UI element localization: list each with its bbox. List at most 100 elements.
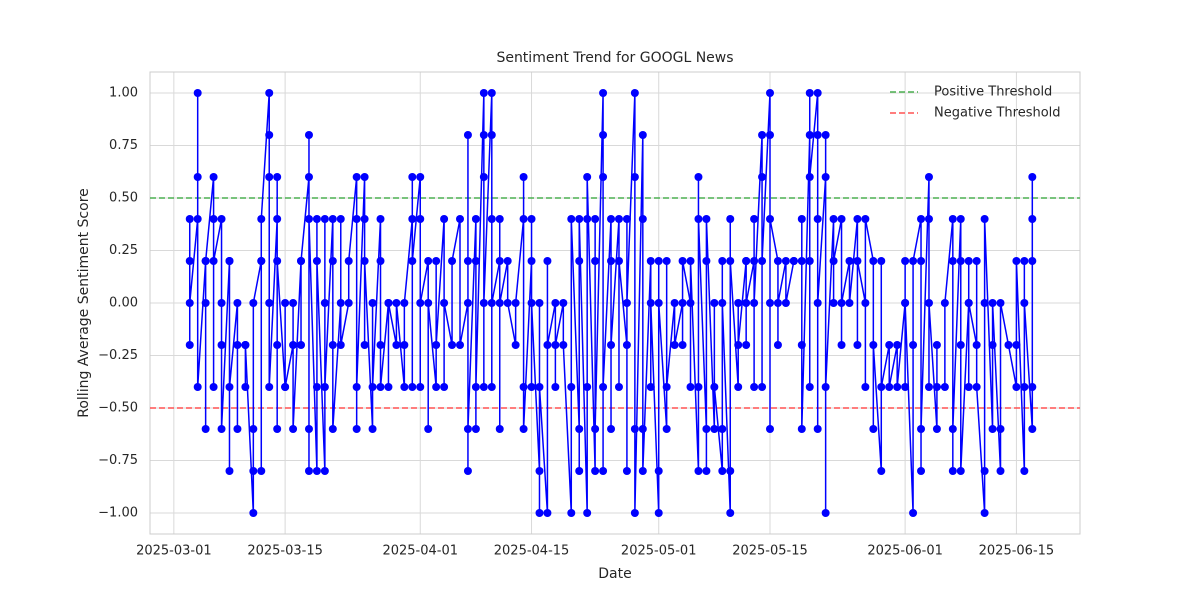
data-point <box>948 257 957 265</box>
data-point <box>797 341 806 349</box>
data-point <box>233 341 242 349</box>
data-point <box>853 341 862 349</box>
data-point <box>281 383 290 391</box>
data-point <box>193 89 202 97</box>
data-point <box>821 509 830 517</box>
data-point <box>766 215 774 223</box>
data-point <box>901 257 910 265</box>
data-point <box>917 257 926 265</box>
data-point <box>408 215 417 223</box>
data-point <box>471 383 480 391</box>
data-point <box>249 299 258 307</box>
data-point <box>614 215 623 223</box>
data-point <box>853 215 862 223</box>
data-point <box>758 131 767 139</box>
y-tick-label: −0.75 <box>98 453 138 468</box>
data-point <box>479 383 488 391</box>
data-point <box>646 257 655 265</box>
data-point <box>797 215 806 223</box>
data-point <box>233 299 242 307</box>
data-point <box>575 257 584 265</box>
data-point <box>694 383 703 391</box>
data-point <box>265 299 274 307</box>
data-point <box>646 299 655 307</box>
data-point <box>408 173 417 181</box>
data-point <box>988 425 997 433</box>
data-point <box>686 383 695 391</box>
data-point <box>996 299 1005 307</box>
data-point <box>440 215 449 223</box>
data-point <box>861 383 870 391</box>
data-point <box>289 299 298 307</box>
data-point <box>495 425 504 433</box>
data-point <box>392 341 401 349</box>
data-point <box>328 257 337 265</box>
data-point <box>320 299 329 307</box>
data-point <box>368 383 377 391</box>
data-point <box>591 215 600 223</box>
data-point <box>416 299 425 307</box>
data-point <box>368 299 377 307</box>
data-point <box>559 299 568 307</box>
data-point <box>980 467 989 475</box>
data-point <box>932 341 941 349</box>
data-point <box>424 257 433 265</box>
data-point <box>376 383 385 391</box>
data-point <box>813 425 822 433</box>
data-point <box>352 215 361 223</box>
data-point <box>662 383 671 391</box>
data-point <box>376 215 385 223</box>
y-tick-label: −0.50 <box>98 401 138 416</box>
data-point <box>940 383 949 391</box>
data-point <box>591 425 600 433</box>
data-point <box>185 257 194 265</box>
data-point <box>400 299 409 307</box>
data-point <box>304 467 313 475</box>
data-point <box>201 299 210 307</box>
data-point <box>869 257 878 265</box>
data-point <box>694 215 703 223</box>
data-point <box>773 341 782 349</box>
data-point <box>463 131 472 139</box>
data-point <box>1012 257 1021 265</box>
data-point <box>622 467 631 475</box>
data-point <box>646 383 655 391</box>
data-point <box>773 299 782 307</box>
data-point <box>630 425 639 433</box>
data-point <box>273 341 282 349</box>
data-point <box>599 131 608 139</box>
data-point <box>726 215 735 223</box>
data-point <box>599 173 608 181</box>
data-point <box>869 341 878 349</box>
data-point <box>1028 425 1037 433</box>
data-point <box>813 89 822 97</box>
data-point <box>448 257 457 265</box>
data-point <box>702 215 711 223</box>
data-point <box>917 467 926 475</box>
data-point <box>249 425 258 433</box>
data-point <box>980 299 989 307</box>
data-point <box>917 425 926 433</box>
data-point <box>964 383 973 391</box>
data-point <box>583 173 592 181</box>
data-point <box>503 299 512 307</box>
data-point <box>805 383 814 391</box>
data-point <box>726 509 735 517</box>
data-point <box>988 341 997 349</box>
data-point <box>185 341 194 349</box>
data-point <box>249 467 258 475</box>
data-point <box>551 341 560 349</box>
data-point <box>495 257 504 265</box>
data-point <box>638 467 647 475</box>
data-point <box>209 383 218 391</box>
y-tick-label: 0.50 <box>109 191 138 206</box>
data-point <box>201 425 210 433</box>
data-point <box>670 341 679 349</box>
data-point <box>273 257 282 265</box>
data-point <box>527 299 536 307</box>
data-point <box>821 131 830 139</box>
data-point <box>432 257 441 265</box>
data-point <box>901 299 910 307</box>
data-point <box>360 341 369 349</box>
data-point <box>948 215 957 223</box>
